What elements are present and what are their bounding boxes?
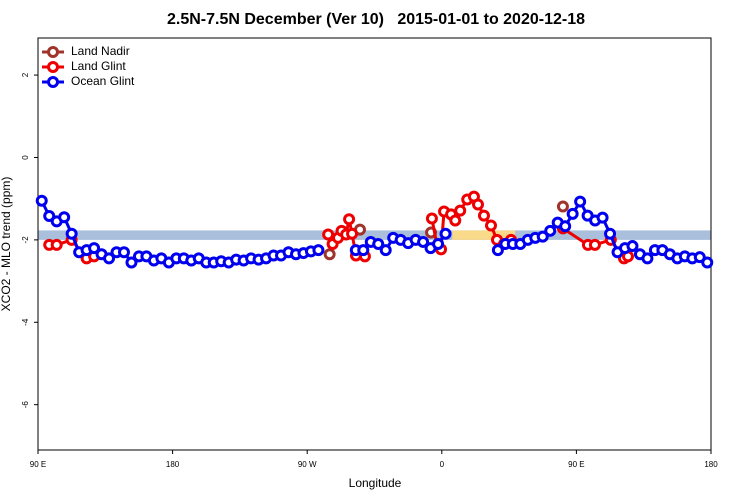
- point: [471, 198, 484, 211]
- point: [432, 238, 445, 250]
- point: [566, 207, 579, 220]
- legend-label: Land Nadir: [71, 44, 130, 58]
- point: [65, 227, 78, 240]
- point: [117, 246, 130, 259]
- point: [485, 219, 498, 232]
- point: [556, 200, 569, 213]
- point: [536, 230, 549, 243]
- legend-marker: [47, 46, 59, 58]
- point: [346, 227, 359, 240]
- x-tick-label: 90 W: [298, 460, 317, 469]
- y-tick-label: -6: [21, 401, 30, 409]
- y-tick-label: -4: [21, 318, 30, 326]
- point: [588, 238, 601, 251]
- y-axis-title: XCO2 - MLO trend (ppm): [0, 177, 13, 312]
- point: [544, 224, 557, 237]
- point: [604, 227, 617, 240]
- point: [626, 240, 639, 253]
- point: [574, 195, 587, 208]
- x-tick-label: 180: [166, 460, 180, 469]
- reference-band: [38, 230, 711, 240]
- point: [357, 244, 370, 257]
- legend-label: Ocean Glint: [71, 74, 135, 88]
- point: [379, 244, 392, 257]
- point: [449, 214, 462, 227]
- point: [454, 204, 467, 217]
- point: [439, 227, 452, 240]
- point: [641, 252, 654, 265]
- series: [43, 190, 634, 265]
- x-tick-label: 90 E: [30, 460, 46, 469]
- point: [425, 212, 438, 225]
- point: [559, 220, 572, 233]
- series: [35, 194, 714, 269]
- x-tick-label: 0: [440, 460, 445, 469]
- highlight-band: [452, 230, 516, 240]
- point: [322, 228, 335, 241]
- point: [477, 209, 490, 222]
- point: [312, 244, 325, 257]
- point: [88, 242, 101, 255]
- point: [372, 238, 385, 250]
- y-tick-label: 2: [21, 72, 30, 77]
- x-tick-label: 180: [704, 460, 718, 469]
- point: [693, 251, 706, 264]
- x-tick-label: 90 E: [568, 460, 584, 469]
- series: [323, 200, 569, 261]
- plot-frame: [37, 37, 712, 451]
- point: [125, 256, 138, 269]
- point: [58, 211, 71, 224]
- point: [596, 211, 609, 224]
- point: [491, 244, 504, 257]
- chart-title: 2.5N-7.5N December (Ver 10) 2015-01-01 t…: [167, 11, 585, 28]
- point: [343, 213, 356, 226]
- point: [323, 248, 336, 261]
- point: [43, 209, 56, 222]
- x-axis-title: Longitude: [349, 476, 402, 490]
- point: [50, 238, 63, 251]
- y-tick-label: 0: [21, 155, 30, 160]
- legend-marker: [47, 76, 59, 88]
- point: [103, 252, 116, 265]
- point: [35, 194, 48, 207]
- point: [701, 256, 714, 269]
- legend-marker: [47, 61, 59, 73]
- legend-label: Land Glint: [71, 59, 126, 73]
- y-tick-label: -2: [21, 236, 30, 244]
- point: [417, 235, 430, 248]
